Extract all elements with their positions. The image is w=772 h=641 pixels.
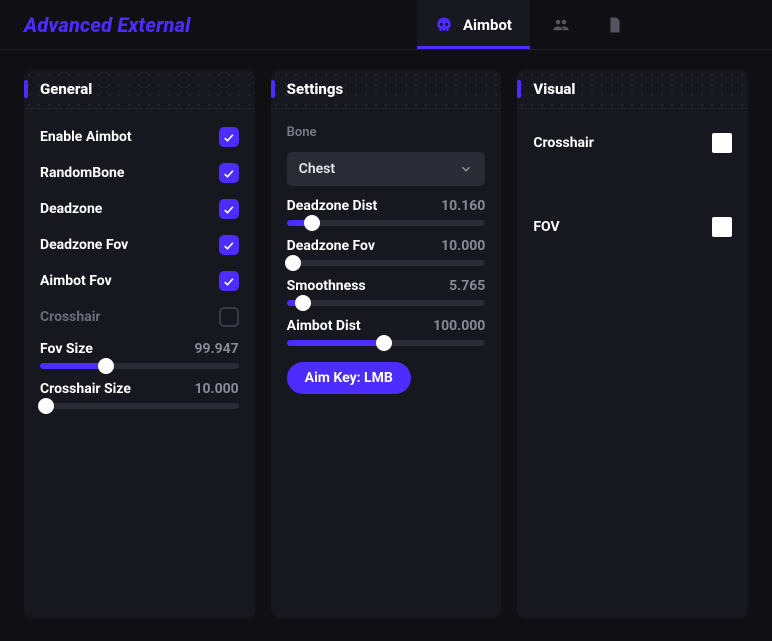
bone-select-value: Chest bbox=[299, 161, 335, 177]
panel-body-general: Enable Aimbot RandomBone Deadzone Deadzo… bbox=[24, 109, 255, 409]
slider-thumb[interactable] bbox=[304, 215, 320, 231]
colorbox-crosshair[interactable] bbox=[712, 133, 732, 153]
panel-body-settings: Bone Chest Deadzone Dist 10.160 Deadzone… bbox=[271, 109, 502, 394]
brand-title: Advanced External bbox=[24, 13, 191, 37]
label-deadzone-fov: Deadzone Fov bbox=[40, 237, 128, 253]
check-icon bbox=[222, 167, 235, 180]
slider-value-deadzone-fov: 10.000 bbox=[441, 238, 485, 254]
check-icon bbox=[222, 203, 235, 216]
slider-thumb[interactable] bbox=[285, 255, 301, 271]
panel-header-general: General bbox=[24, 70, 255, 109]
slider-label-smoothness: Smoothness bbox=[287, 278, 366, 294]
slider-crosshair-size: Crosshair Size 10.000 bbox=[40, 381, 239, 409]
slider-track-deadzone-fov[interactable] bbox=[287, 260, 486, 266]
slider-deadzone-dist: Deadzone Dist 10.160 bbox=[287, 198, 486, 226]
chevron-down-icon bbox=[459, 162, 473, 176]
checkbox-crosshair[interactable] bbox=[219, 307, 239, 327]
row-visual-crosshair: Crosshair bbox=[533, 131, 732, 155]
panel-title-settings: Settings bbox=[287, 80, 343, 98]
panel-body-visual: Crosshair FOV bbox=[517, 109, 748, 239]
slider-value-smoothness: 5.765 bbox=[449, 278, 485, 294]
tab-misc[interactable] bbox=[592, 0, 638, 49]
row-aimbot-fov: Aimbot Fov bbox=[40, 269, 239, 293]
slider-value-aimbot-dist: 100.000 bbox=[433, 318, 485, 334]
panel-accent-bar bbox=[24, 80, 28, 98]
slider-fill bbox=[287, 340, 384, 346]
panel-title-general: General bbox=[40, 80, 92, 98]
aim-key-button[interactable]: Aim Key: LMB bbox=[287, 362, 411, 394]
panel-general: General Enable Aimbot RandomBone Deadzon… bbox=[24, 70, 255, 618]
row-crosshair: Crosshair bbox=[40, 305, 239, 329]
slider-fov-size: Fov Size 99.947 bbox=[40, 341, 239, 369]
file-icon bbox=[606, 16, 624, 34]
panel-accent-bar bbox=[517, 80, 521, 98]
tab-aimbot[interactable]: Aimbot bbox=[417, 0, 530, 49]
label-deadzone: Deadzone bbox=[40, 201, 102, 217]
row-enable-aimbot: Enable Aimbot bbox=[40, 125, 239, 149]
slider-track-fov-size[interactable] bbox=[40, 363, 239, 369]
slider-track-crosshair-size[interactable] bbox=[40, 403, 239, 409]
panel-settings: Settings Bone Chest Deadzone Dist 10.160 bbox=[271, 70, 502, 618]
slider-label-deadzone-dist: Deadzone Dist bbox=[287, 198, 378, 214]
slider-thumb[interactable] bbox=[98, 358, 114, 374]
slider-deadzone-fov: Deadzone Fov 10.000 bbox=[287, 238, 486, 266]
checkbox-enable-aimbot[interactable] bbox=[219, 127, 239, 147]
panel-visual: Visual Crosshair FOV bbox=[517, 70, 748, 618]
slider-label-aimbot-dist: Aimbot Dist bbox=[287, 318, 361, 334]
app-header: Advanced External Aimbot bbox=[0, 0, 772, 50]
slider-thumb[interactable] bbox=[38, 398, 54, 414]
label-visual-crosshair: Crosshair bbox=[533, 135, 594, 151]
label-enable-aimbot: Enable Aimbot bbox=[40, 129, 132, 145]
label-visual-fov: FOV bbox=[533, 219, 559, 235]
row-deadzone: Deadzone bbox=[40, 197, 239, 221]
bone-field-label: Bone bbox=[287, 125, 486, 140]
users-icon bbox=[552, 16, 570, 34]
slider-aimbot-dist: Aimbot Dist 100.000 bbox=[287, 318, 486, 346]
check-icon bbox=[222, 239, 235, 252]
checkbox-aimbot-fov[interactable] bbox=[219, 271, 239, 291]
spacer bbox=[533, 167, 732, 203]
row-randombone: RandomBone bbox=[40, 161, 239, 185]
slider-value-fov-size: 99.947 bbox=[194, 341, 238, 357]
slider-track-deadzone-dist[interactable] bbox=[287, 220, 486, 226]
slider-smoothness: Smoothness 5.765 bbox=[287, 278, 486, 306]
tab-players[interactable] bbox=[538, 0, 584, 49]
slider-value-deadzone-dist: 10.160 bbox=[441, 198, 485, 214]
checkbox-deadzone-fov[interactable] bbox=[219, 235, 239, 255]
checkbox-randombone[interactable] bbox=[219, 163, 239, 183]
check-icon bbox=[222, 275, 235, 288]
colorbox-fov[interactable] bbox=[712, 217, 732, 237]
slider-thumb[interactable] bbox=[376, 335, 392, 351]
panel-accent-bar bbox=[271, 80, 275, 98]
slider-track-smoothness[interactable] bbox=[287, 300, 486, 306]
slider-track-aimbot-dist[interactable] bbox=[287, 340, 486, 346]
check-icon bbox=[222, 131, 235, 144]
slider-value-crosshair-size: 10.000 bbox=[194, 381, 238, 397]
slider-label-fov-size: Fov Size bbox=[40, 341, 93, 357]
content-area: General Enable Aimbot RandomBone Deadzon… bbox=[0, 50, 772, 638]
panel-header-visual: Visual bbox=[517, 70, 748, 109]
row-deadzone-fov: Deadzone Fov bbox=[40, 233, 239, 257]
slider-thumb[interactable] bbox=[295, 295, 311, 311]
tab-bar: Aimbot bbox=[417, 0, 638, 49]
label-crosshair: Crosshair bbox=[40, 309, 101, 325]
panel-title-visual: Visual bbox=[533, 80, 575, 98]
bone-select[interactable]: Chest bbox=[287, 152, 486, 186]
label-aimbot-fov: Aimbot Fov bbox=[40, 273, 112, 289]
label-randombone: RandomBone bbox=[40, 165, 124, 181]
slider-fill bbox=[40, 363, 106, 369]
panel-header-settings: Settings bbox=[271, 70, 502, 109]
tab-label: Aimbot bbox=[463, 16, 512, 34]
skull-icon bbox=[435, 16, 453, 34]
checkbox-deadzone[interactable] bbox=[219, 199, 239, 219]
slider-label-crosshair-size: Crosshair Size bbox=[40, 381, 131, 397]
slider-label-deadzone-fov: Deadzone Fov bbox=[287, 238, 375, 254]
row-visual-fov: FOV bbox=[533, 215, 732, 239]
